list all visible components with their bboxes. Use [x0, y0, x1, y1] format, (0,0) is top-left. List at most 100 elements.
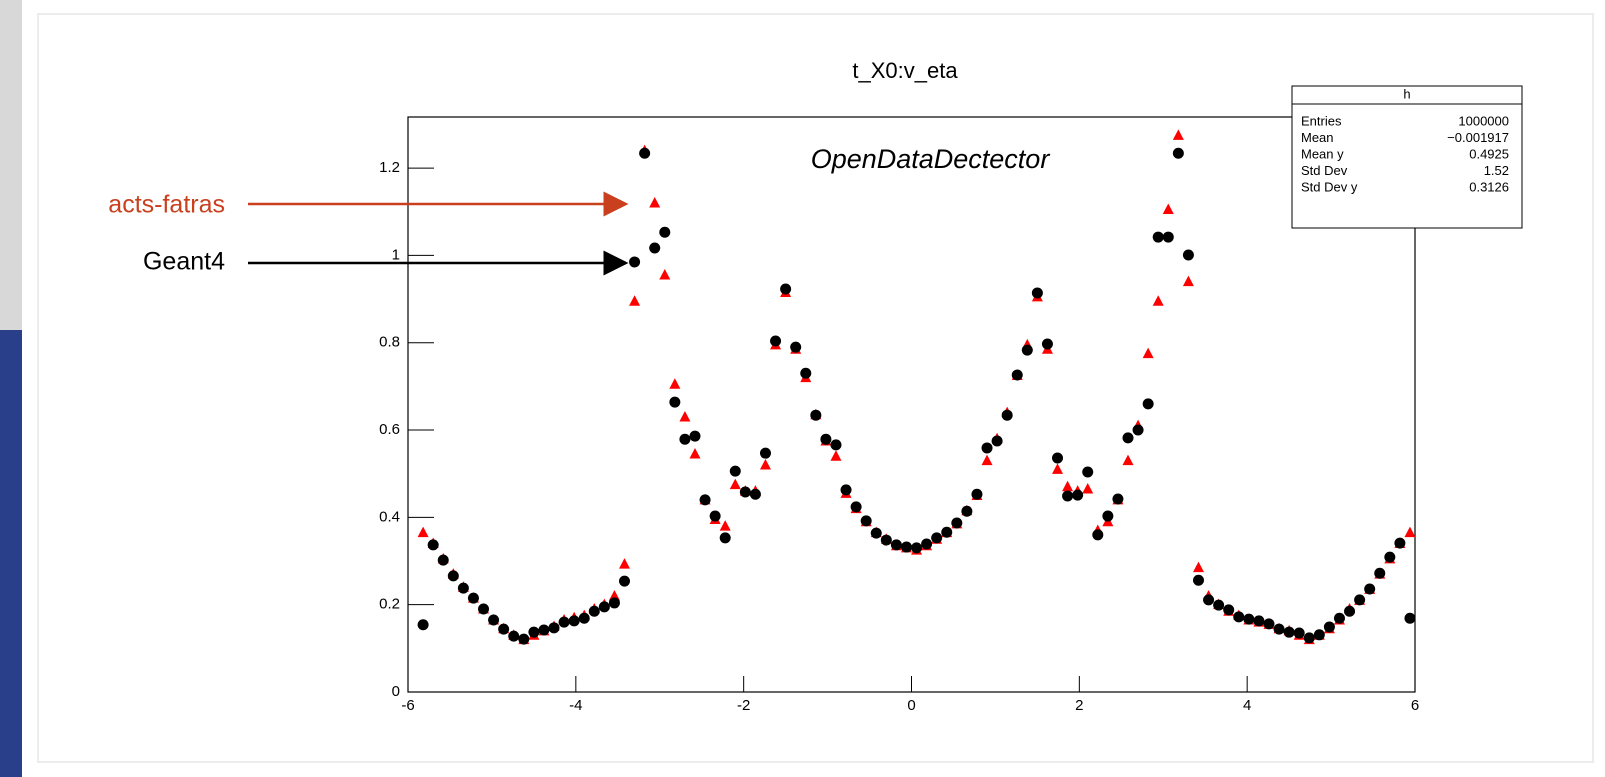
- stats-label: Std Dev y: [1301, 179, 1358, 194]
- x-tick-label: 0: [907, 697, 915, 714]
- data-point: [790, 341, 802, 353]
- data-point: [619, 575, 631, 587]
- x-tick-label: 4: [1243, 697, 1251, 714]
- data-point: [437, 554, 449, 566]
- data-point: [1233, 611, 1245, 623]
- data-point: [538, 624, 550, 636]
- data-point: [1052, 463, 1064, 474]
- data-point: [981, 442, 993, 454]
- data-point: [1122, 432, 1134, 444]
- data-point: [1072, 489, 1084, 501]
- data-point: [1082, 466, 1094, 478]
- data-point: [890, 539, 902, 551]
- stats-title: h: [1403, 86, 1410, 101]
- data-point: [1172, 147, 1184, 159]
- data-point: [900, 541, 912, 553]
- data-point: [629, 295, 641, 306]
- stats-label: Mean: [1301, 130, 1334, 145]
- stats-label: Std Dev: [1301, 163, 1348, 178]
- data-point: [508, 630, 520, 642]
- y-tick-label: 1: [392, 246, 400, 263]
- data-point: [1082, 482, 1094, 494]
- x-tick-label: 2: [1075, 697, 1083, 714]
- data-point: [719, 532, 731, 544]
- data-point: [1142, 398, 1154, 410]
- data-point: [1344, 605, 1356, 617]
- data-point: [961, 505, 973, 517]
- data-point: [1142, 347, 1154, 359]
- data-point: [427, 539, 439, 551]
- data-point: [719, 520, 731, 531]
- stats-value: 1.52: [1484, 163, 1509, 178]
- data-point: [1162, 231, 1174, 243]
- data-point: [800, 367, 812, 379]
- data-point: [467, 592, 479, 604]
- data-point: [1323, 621, 1335, 633]
- x-tick-label: -6: [401, 697, 414, 714]
- data-point: [729, 465, 741, 477]
- data-point: [820, 433, 832, 445]
- data-point: [770, 335, 782, 347]
- data-point: [1354, 594, 1366, 606]
- y-tick-label: 0.2: [379, 596, 400, 613]
- data-point: [649, 242, 661, 254]
- background-image-edge: [0, 0, 22, 330]
- data-point: [1031, 287, 1043, 299]
- data-point: [1152, 231, 1164, 243]
- data-point: [1243, 613, 1255, 625]
- data-point: [1052, 452, 1064, 464]
- data-point: [1062, 490, 1074, 502]
- data-point: [840, 484, 852, 496]
- data-point: [1384, 551, 1396, 563]
- data-point: [417, 526, 429, 538]
- data-point: [1333, 612, 1345, 624]
- data-point: [1253, 615, 1265, 627]
- data-point: [1162, 203, 1174, 215]
- data-point: [880, 534, 892, 546]
- series-label: acts-fatras: [108, 191, 225, 219]
- data-point: [689, 430, 701, 442]
- data-point: [608, 597, 620, 609]
- data-point: [1152, 295, 1164, 306]
- data-point: [1182, 275, 1194, 287]
- data-point: [1182, 249, 1194, 261]
- data-point: [830, 439, 842, 451]
- data-point: [679, 433, 691, 445]
- data-point: [679, 410, 691, 422]
- y-tick-label: 1.2: [379, 159, 400, 176]
- data-point: [1303, 632, 1315, 644]
- data-point: [981, 454, 993, 466]
- data-point: [578, 612, 590, 624]
- data-point: [1374, 567, 1386, 579]
- stats-value: −0.001917: [1447, 130, 1509, 145]
- data-point: [1313, 629, 1325, 641]
- stats-value: 1000000: [1458, 113, 1509, 128]
- series-label: Geant4: [143, 248, 225, 276]
- data-point: [1011, 369, 1023, 381]
- data-point: [830, 450, 842, 461]
- y-tick-label: 0.6: [379, 421, 400, 438]
- data-point: [810, 409, 822, 421]
- data-point: [1263, 618, 1275, 630]
- data-point: [417, 619, 429, 631]
- stats-label: Entries: [1301, 113, 1342, 128]
- data-point: [1404, 612, 1416, 624]
- data-point: [1213, 599, 1225, 611]
- x-tick-label: -4: [569, 697, 582, 714]
- stats-frame: [1291, 85, 1523, 229]
- data-point: [1062, 480, 1074, 492]
- data-point: [911, 542, 923, 554]
- data-point: [1394, 537, 1406, 549]
- y-tick-label: 0.8: [379, 334, 400, 351]
- data-point: [558, 616, 570, 628]
- data-point: [991, 435, 1003, 447]
- detector-label: OpenDataDectector: [811, 144, 1051, 174]
- data-point: [780, 283, 792, 295]
- data-point: [931, 532, 943, 544]
- data-point: [860, 515, 872, 527]
- x-tick-label: 6: [1411, 697, 1419, 714]
- data-point: [669, 396, 681, 408]
- stats-value: 0.3126: [1469, 179, 1509, 194]
- x-tick-label: -2: [737, 697, 750, 714]
